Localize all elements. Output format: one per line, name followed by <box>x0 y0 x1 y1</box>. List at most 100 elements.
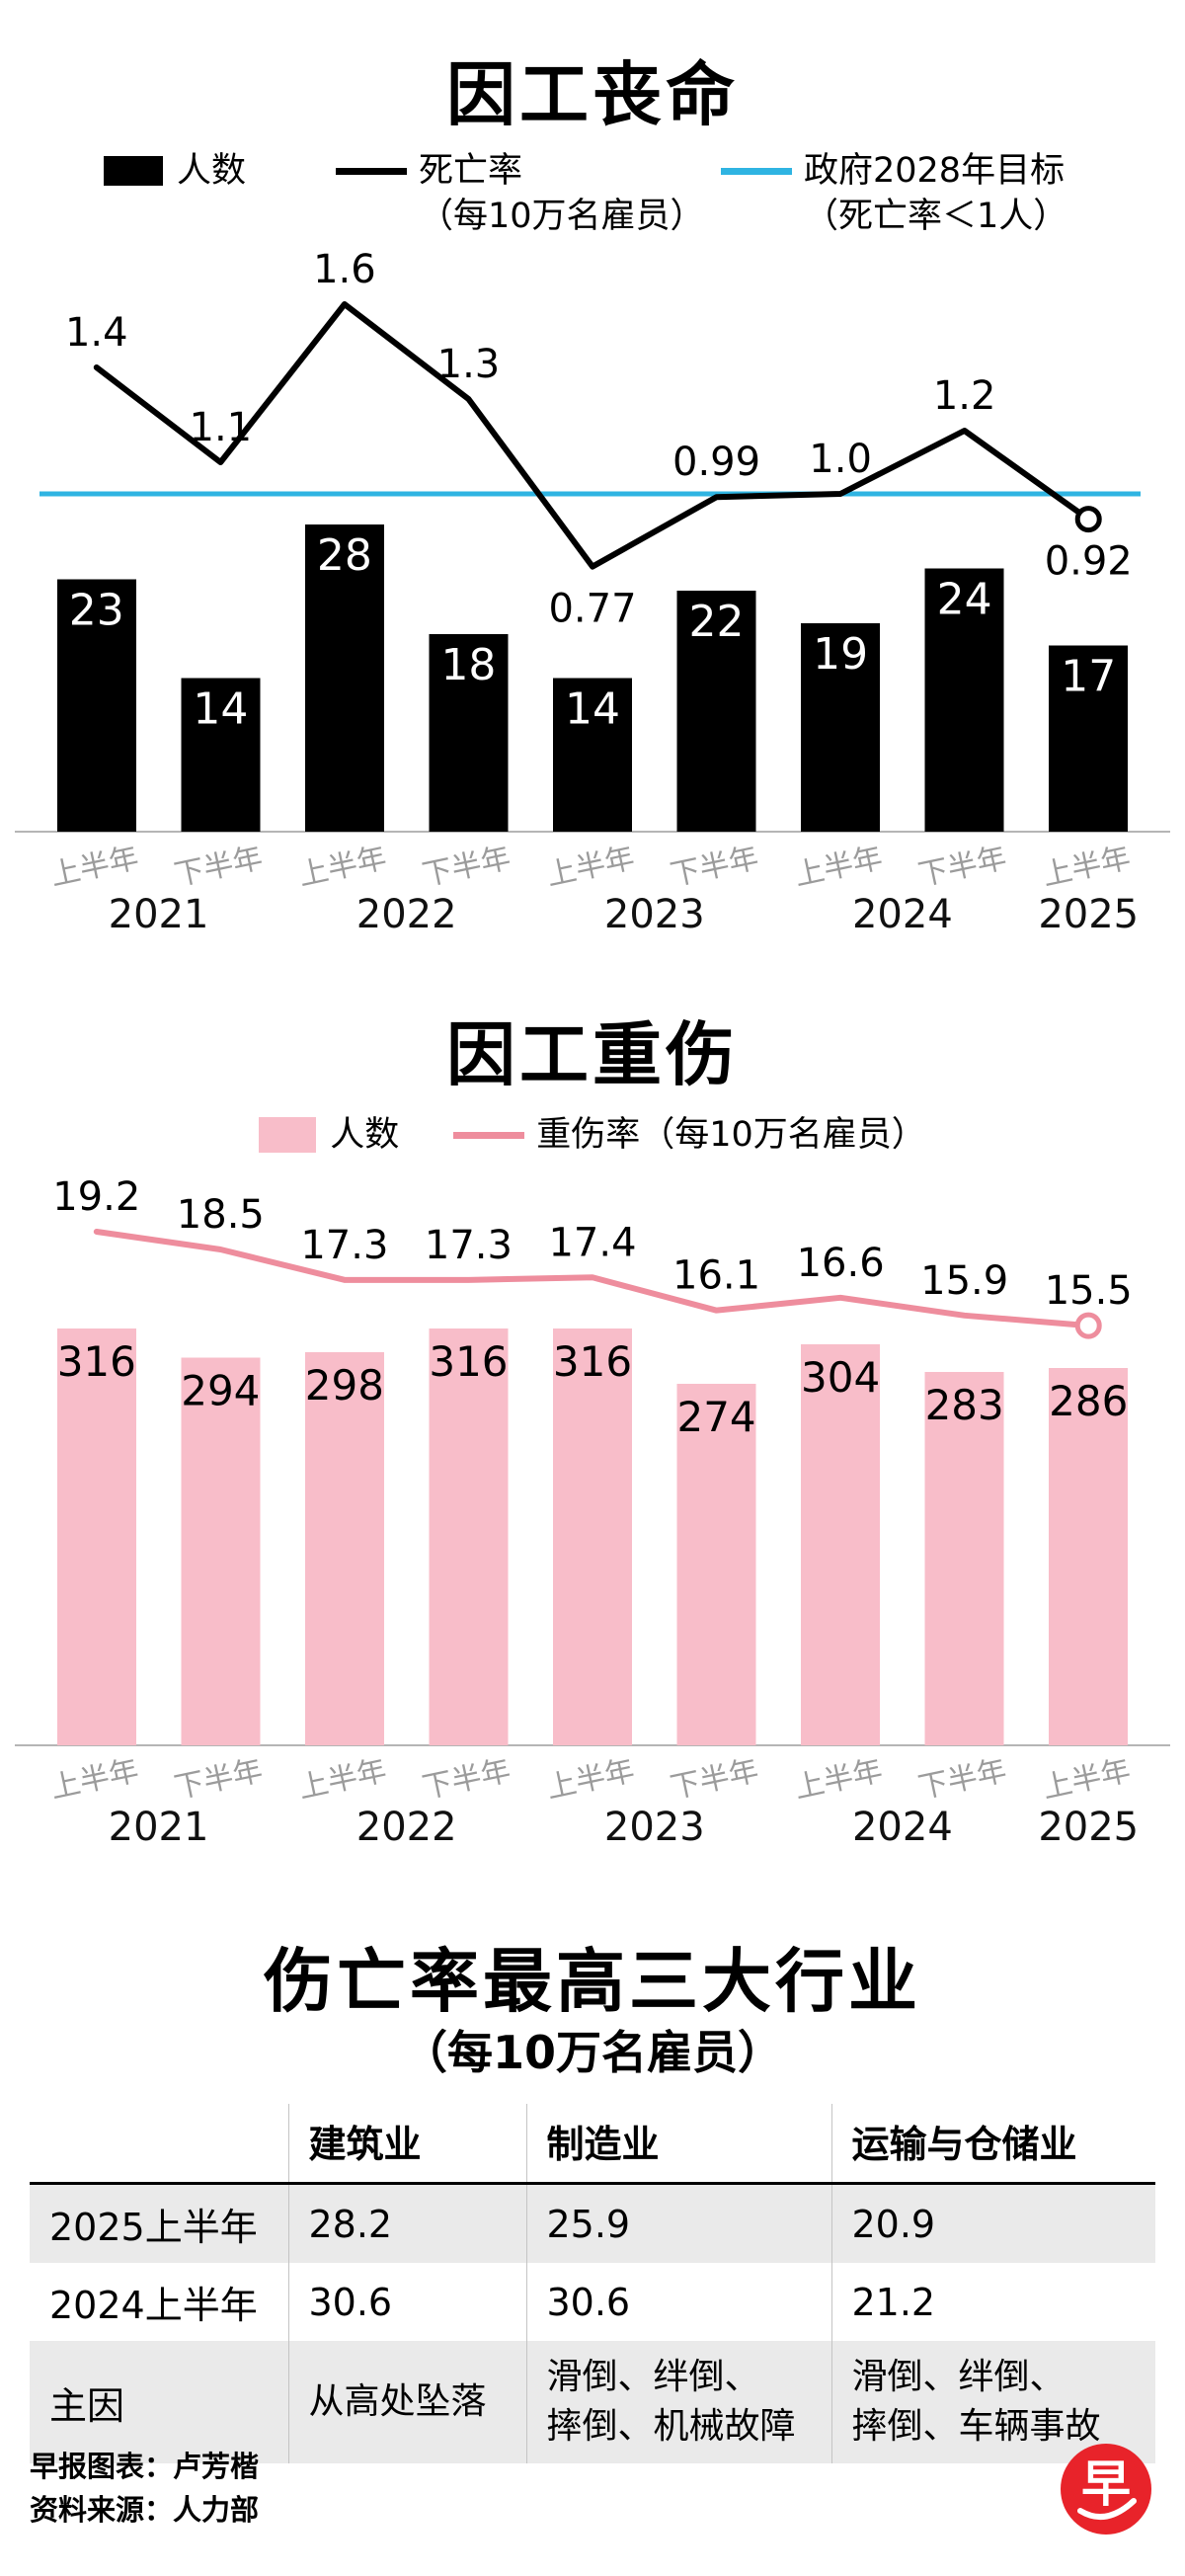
x-tick-label: 上半年 <box>543 841 637 893</box>
cell-value: 30.6 <box>287 2263 526 2341</box>
bar <box>181 678 261 832</box>
bar-value-label: 298 <box>305 1361 384 1409</box>
bar <box>553 678 632 832</box>
year-label: 2024 <box>852 1805 953 1850</box>
bar <box>801 623 881 832</box>
rate-line <box>93 301 1092 570</box>
injuries-legend: 人数 重伤率（每10万名雇员） <box>0 1112 1185 1158</box>
bar-value-label: 19 <box>813 629 868 680</box>
bar-value-label: 14 <box>193 684 248 735</box>
x-tick-label: 下半年 <box>172 1753 266 1806</box>
logo-character: 早 <box>1081 2455 1131 2513</box>
bar <box>304 524 384 832</box>
rate-label: 0.77 <box>548 587 636 632</box>
year-label: 2021 <box>109 1805 209 1850</box>
bar <box>429 634 509 832</box>
legend-item-count: 人数 <box>259 1112 399 1158</box>
bar-value-label: 28 <box>317 530 372 581</box>
legend-item-target: 政府2028年目标 （死亡率＜1人） <box>721 148 1067 239</box>
x-tick-label: 上半年 <box>295 841 389 893</box>
cell-value: 从高处坠落 <box>287 2341 526 2463</box>
rate-label: 15.9 <box>920 1258 1008 1304</box>
x-tick-label: 上半年 <box>47 841 141 893</box>
legend-item-count: 人数 <box>104 148 246 194</box>
column-header-construction: 建筑业 <box>287 2104 526 2185</box>
latest-point-marker <box>1074 506 1102 533</box>
rate-label: 18.5 <box>177 1192 265 1238</box>
bar-value-label: 316 <box>553 1337 632 1386</box>
rate-label: 1.0 <box>809 437 872 482</box>
x-tick-label: 上半年 <box>1040 1753 1134 1806</box>
legend-label-count: 人数 <box>330 1115 400 1155</box>
x-tick-label: 下半年 <box>420 1753 514 1806</box>
legend-rate-line2: （每10万名雇员） <box>419 197 705 236</box>
bar <box>1049 1368 1129 1745</box>
year-label: 2022 <box>356 1805 457 1850</box>
x-tick-label: 上半年 <box>791 841 885 893</box>
bar <box>801 1344 881 1745</box>
legend-item-rate: 重伤率（每10万名雇员） <box>453 1112 926 1158</box>
legend-label-rate: 重伤率（每10万名雇员） <box>536 1115 926 1155</box>
bar-swatch <box>104 156 163 186</box>
source-line: 资料来源：人力部 <box>30 2493 260 2527</box>
bar <box>924 1372 1004 1745</box>
rate-label: 1.4 <box>65 310 128 356</box>
table-row-2024: 2024上半年 30.6 30.6 21.2 <box>30 2263 1155 2341</box>
bar-value-label: 316 <box>429 1337 508 1386</box>
logo-swoosh <box>1077 2498 1137 2520</box>
x-tick-label: 下半年 <box>915 841 1009 893</box>
rate-label: 15.5 <box>1045 1268 1133 1314</box>
industries-subtitle: （每10万名雇员） <box>401 2026 783 2079</box>
bar-value-label: 283 <box>925 1381 1004 1429</box>
bar-value-label: 294 <box>181 1367 260 1415</box>
x-tick-label: 上半年 <box>791 1753 885 1806</box>
rate-label: 16.6 <box>797 1241 885 1286</box>
x-tick-label: 下半年 <box>915 1753 1009 1806</box>
x-tick-label: 下半年 <box>420 841 514 893</box>
injuries-title: 因工重伤 <box>446 1014 739 1095</box>
bar <box>429 1328 509 1745</box>
rate-label: 1.6 <box>313 252 376 292</box>
bar <box>924 568 1004 832</box>
bar <box>676 590 756 832</box>
bar <box>181 1357 261 1745</box>
rate-label: 17.4 <box>548 1220 636 1265</box>
bar-value-label: 23 <box>69 586 124 636</box>
credit-line: 早报图表：卢芳楷 <box>30 2450 260 2483</box>
bar-value-label: 17 <box>1061 651 1116 701</box>
cell-value: 28.2 <box>287 2183 526 2263</box>
corner-cell <box>30 2104 288 2185</box>
rate-label: 1.2 <box>933 373 996 419</box>
rate-label: 1.1 <box>190 405 253 450</box>
legend-target-line2: （死亡率＜1人） <box>804 197 1068 236</box>
x-tick-label: 上半年 <box>543 1753 637 1806</box>
cell-value: 滑倒、绊倒、 摔倒、机械故障 <box>525 2341 831 2463</box>
legend-label-target: 政府2028年目标 （死亡率＜1人） <box>804 148 1067 239</box>
bar-value-label: 18 <box>440 640 496 690</box>
cell-value: 滑倒、绊倒、 摔倒、车辆事故 <box>830 2341 1155 2463</box>
fatalities-legend: 人数 死亡率 （每10万名雇员） 政府2028年目标 （死亡率＜1人） <box>104 148 1150 252</box>
legend-label-count: 人数 <box>177 151 247 191</box>
target-line-swatch <box>721 168 792 175</box>
rate-line <box>93 1229 1092 1329</box>
bar-value-label: 286 <box>1049 1377 1128 1425</box>
rate-label: 16.1 <box>672 1253 760 1299</box>
year-label: 2023 <box>604 1805 705 1850</box>
bar-value-label: 316 <box>57 1337 136 1386</box>
rate-label: 1.3 <box>437 342 501 387</box>
year-label: 2025 <box>1038 892 1139 937</box>
cell-value: 20.9 <box>830 2183 1155 2263</box>
x-tick-label: 上半年 <box>1040 841 1134 893</box>
x-tick-label: 下半年 <box>172 841 266 893</box>
row-label: 2025上半年 <box>49 2206 258 2249</box>
industries-table: 建筑业 制造业 运输与仓储业 2025上半年 28.2 25.9 20.9 20… <box>30 2104 1155 2463</box>
year-label: 2024 <box>852 892 953 937</box>
line-swatch <box>453 1132 525 1139</box>
bar <box>553 1328 632 1745</box>
rate-label: 17.3 <box>425 1223 513 1268</box>
latest-point-marker <box>1074 1312 1102 1339</box>
table-row-causes: 主因 从高处坠落 滑倒、绊倒、 摔倒、机械故障 滑倒、绊倒、 摔倒、车辆事故 <box>30 2341 1155 2463</box>
legend-label-rate: 死亡率 （每10万名雇员） <box>419 148 705 239</box>
line-swatch <box>336 168 407 175</box>
